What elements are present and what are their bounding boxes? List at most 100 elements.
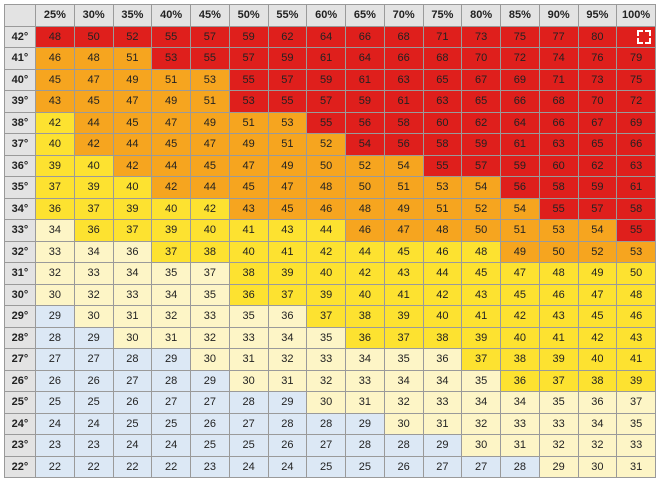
table-cell: 44 bbox=[190, 176, 230, 199]
table-row: 30° 30 32 33 34 35 36 37 39 40 41 42 43 45 46 47 48 bbox=[4, 283, 656, 306]
table-cell: 71 bbox=[538, 68, 579, 91]
table-cell: 44 bbox=[73, 111, 114, 134]
table-cell: 35 bbox=[190, 283, 230, 306]
table-cell: 65 bbox=[422, 68, 463, 91]
table-cell: 33 bbox=[345, 369, 385, 392]
table-cell: 52 bbox=[345, 154, 385, 177]
fullscreen-icon[interactable] bbox=[637, 29, 651, 44]
table-cell: 31 bbox=[422, 412, 463, 435]
row-header: 32° bbox=[4, 240, 36, 263]
table-cell: 39 bbox=[538, 348, 579, 371]
table-cell: 68 bbox=[538, 90, 579, 113]
row-header: 31° bbox=[4, 262, 36, 285]
table-cell: 36 bbox=[35, 197, 75, 220]
table-row: 26° 26 26 27 28 29 30 31 32 33 34 34 35 36 37 38 39 bbox=[4, 369, 656, 392]
table-cell: 25 bbox=[73, 391, 114, 414]
table-cell: 50 bbox=[73, 25, 114, 48]
table-cell: 28 bbox=[383, 434, 424, 457]
table-cell: 40 bbox=[112, 176, 153, 199]
table-cell: 44 bbox=[151, 154, 191, 177]
table-cell: 55 bbox=[616, 219, 656, 242]
table-cell: 62 bbox=[461, 111, 501, 134]
column-header: 85% bbox=[500, 4, 540, 27]
table-cell: 32 bbox=[383, 391, 424, 414]
table-row: 25° 25 25 26 27 27 28 29 30 31 32 33 34 34 35 36 37 bbox=[4, 391, 656, 414]
table-cell: 29 bbox=[267, 391, 308, 414]
table-cell: 24 bbox=[267, 455, 308, 478]
table-cell: 73 bbox=[461, 25, 501, 48]
table-cell: 47 bbox=[383, 219, 424, 242]
table-cell: 59 bbox=[228, 25, 269, 48]
table-cell: 38 bbox=[577, 369, 618, 392]
table-cell: 37 bbox=[538, 369, 579, 392]
table-cell: 39 bbox=[383, 305, 424, 328]
column-header: 65% bbox=[345, 4, 385, 27]
table-cell: 57 bbox=[267, 68, 308, 91]
table-cell: 63 bbox=[383, 68, 424, 91]
table-cell: 43 bbox=[538, 305, 579, 328]
table-cell: 43 bbox=[461, 283, 501, 306]
table-cell: 59 bbox=[461, 133, 501, 156]
table-cell: 51 bbox=[190, 90, 230, 113]
table-cell: 27 bbox=[73, 348, 114, 371]
table-cell: 58 bbox=[422, 133, 463, 156]
table-cell: 57 bbox=[306, 90, 346, 113]
table-cell: 58 bbox=[538, 176, 579, 199]
table-cell: 41 bbox=[228, 219, 269, 242]
table-cell: 35 bbox=[538, 391, 579, 414]
table-cell: 42 bbox=[345, 262, 385, 285]
table-cell: 30 bbox=[228, 369, 269, 392]
table-cell: 36 bbox=[267, 305, 308, 328]
corner-cell bbox=[4, 4, 36, 27]
table-cell: 37 bbox=[461, 348, 501, 371]
table-cell: 48 bbox=[422, 219, 463, 242]
table-cell: 68 bbox=[422, 47, 463, 70]
table-cell: 28 bbox=[345, 434, 385, 457]
table-cell: 48 bbox=[616, 283, 656, 306]
table-cell: 60 bbox=[538, 154, 579, 177]
table-cell: 49 bbox=[112, 68, 153, 91]
table-cell: 64 bbox=[306, 25, 346, 48]
table-cell: 75 bbox=[616, 68, 656, 91]
table-cell: 66 bbox=[616, 133, 656, 156]
table-cell: 61 bbox=[616, 176, 656, 199]
table-cell: 31 bbox=[228, 348, 269, 371]
row-header: 39° bbox=[4, 90, 36, 113]
table-cell: 44 bbox=[306, 219, 346, 242]
table-cell: 32 bbox=[267, 348, 308, 371]
table-cell: 62 bbox=[577, 154, 618, 177]
table-cell: 42 bbox=[151, 176, 191, 199]
table-cell: 51 bbox=[422, 197, 463, 220]
table-cell: 32 bbox=[151, 305, 191, 328]
table-row: 31° 32 33 34 35 37 38 39 40 42 43 44 45 47 48 49 50 bbox=[4, 262, 656, 285]
table-cell: 51 bbox=[500, 219, 540, 242]
table-cell: 52 bbox=[461, 197, 501, 220]
row-header: 27° bbox=[4, 348, 36, 371]
table-cell: 33 bbox=[112, 283, 153, 306]
row-header: 23° bbox=[4, 434, 36, 457]
table-cell: 34 bbox=[577, 412, 618, 435]
table-cell: 36 bbox=[73, 219, 114, 242]
table-cell: 25 bbox=[306, 455, 346, 478]
row-header: 40° bbox=[4, 68, 36, 91]
row-header: 29° bbox=[4, 305, 36, 328]
table-cell: 31 bbox=[500, 434, 540, 457]
table-cell: 34 bbox=[112, 262, 153, 285]
table-cell: 32 bbox=[577, 434, 618, 457]
table-cell: 46 bbox=[422, 240, 463, 263]
table-cell: 48 bbox=[461, 240, 501, 263]
table-cell: 24 bbox=[73, 412, 114, 435]
table-cell: 36 bbox=[345, 326, 385, 349]
table-cell: 36 bbox=[112, 240, 153, 263]
table-cell: 53 bbox=[228, 90, 269, 113]
row-header: 28° bbox=[4, 326, 36, 349]
table-cell: 72 bbox=[500, 47, 540, 70]
table-cell: 53 bbox=[422, 176, 463, 199]
table-cell: 49 bbox=[267, 154, 308, 177]
table-cell: 33 bbox=[616, 434, 656, 457]
table-cell: 42 bbox=[577, 326, 618, 349]
table-cell: 24 bbox=[151, 434, 191, 457]
table-cell: 69 bbox=[616, 111, 656, 134]
table-cell: 31 bbox=[267, 369, 308, 392]
table-row: 42° 48 50 52 55 57 59 62 64 66 68 71 73 75 77 80 bbox=[4, 25, 656, 48]
